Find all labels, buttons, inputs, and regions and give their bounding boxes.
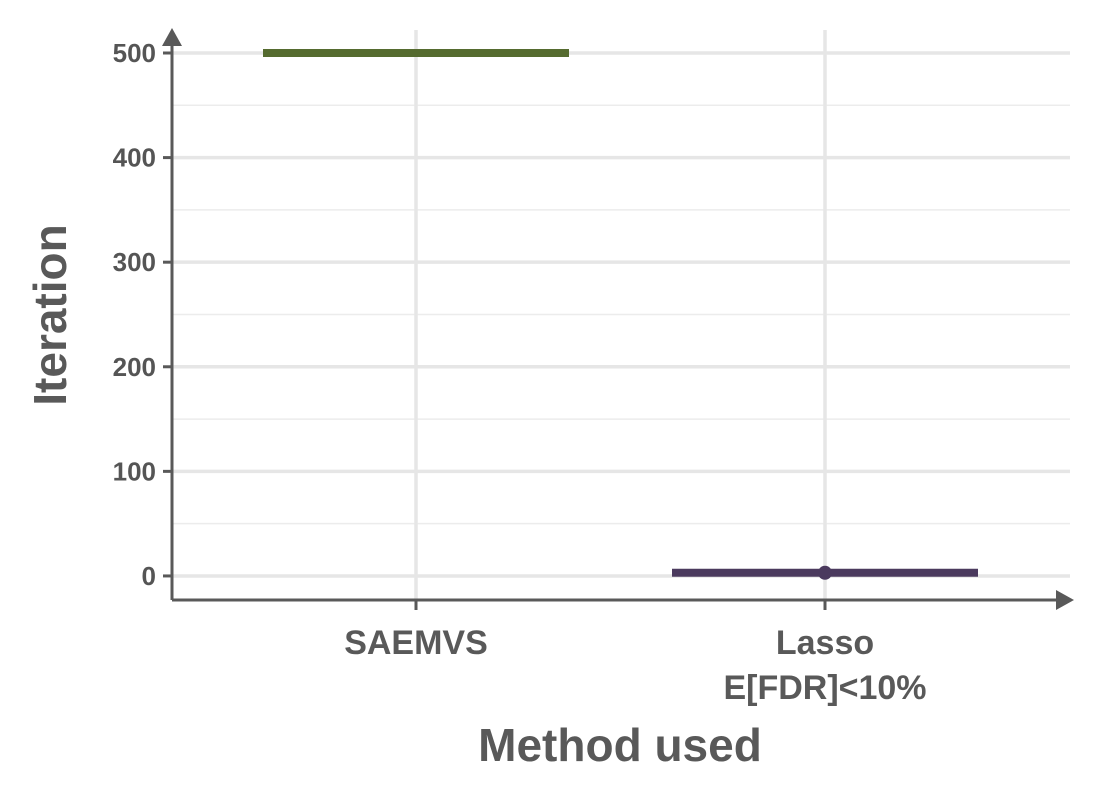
x-ticks: SAEMVS Lasso E[FDR]<10% [344,600,927,707]
y-axis-arrow-icon [162,28,182,46]
x-tick-label: Lasso [776,624,874,662]
series-point [818,565,832,580]
series-layer [263,49,978,580]
y-tick-label: 400 [113,143,156,173]
grid [172,30,1070,600]
x-tick-label: E[FDR]<10% [723,669,926,707]
y-tick-label: 100 [113,456,156,486]
x-axis-arrow-icon [1056,590,1074,610]
y-axis-title: Iteration [24,224,76,405]
y-tick-label: 200 [113,352,156,382]
x-tick-label: SAEMVS [344,624,488,662]
y-tick-label: 300 [113,247,156,277]
axes [162,28,1074,610]
x-axis-title: Method used [478,719,762,771]
y-tick-label: 0 [142,561,156,591]
y-ticks: 0 100 200 300 400 500 [113,38,172,591]
y-tick-label: 500 [113,38,156,68]
